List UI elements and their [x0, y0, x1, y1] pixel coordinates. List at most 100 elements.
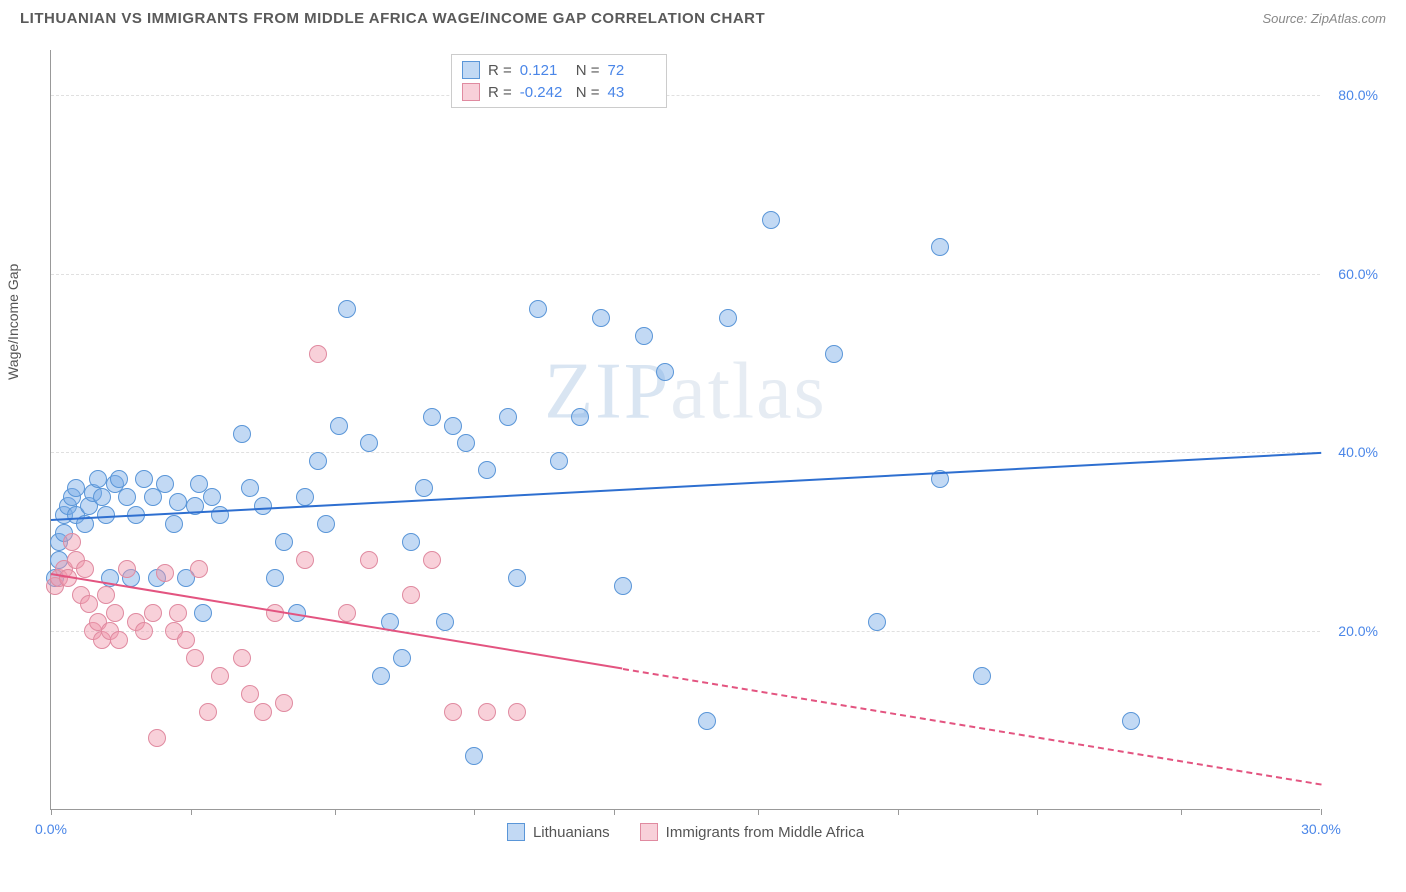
stats-row: R =-0.242N =43: [462, 81, 656, 103]
data-point: [372, 667, 390, 685]
data-point: [177, 631, 195, 649]
data-point: [233, 425, 251, 443]
data-point: [118, 488, 136, 506]
data-point: [478, 703, 496, 721]
gridline-h: [51, 95, 1320, 96]
data-point: [330, 417, 348, 435]
data-point: [698, 712, 716, 730]
data-point: [415, 479, 433, 497]
x-tick: [51, 809, 52, 815]
data-point: [508, 703, 526, 721]
gridline-h: [51, 452, 1320, 453]
data-point: [148, 729, 166, 747]
data-point: [97, 586, 115, 604]
data-point: [275, 533, 293, 551]
data-point: [190, 560, 208, 578]
data-point: [275, 694, 293, 712]
data-point: [156, 564, 174, 582]
data-point: [199, 703, 217, 721]
data-point: [338, 300, 356, 318]
data-point: [529, 300, 547, 318]
data-point: [203, 488, 221, 506]
data-point: [402, 586, 420, 604]
data-point: [76, 560, 94, 578]
legend-item: Lithuanians: [507, 823, 610, 841]
data-point: [80, 595, 98, 613]
gridline-h: [51, 274, 1320, 275]
data-point: [635, 327, 653, 345]
data-point: [254, 497, 272, 515]
chart-title: LITHUANIAN VS IMMIGRANTS FROM MIDDLE AFR…: [20, 10, 765, 27]
plot-area: ZIPatlas Wage/Income Gap 20.0%40.0%60.0%…: [50, 50, 1320, 810]
x-tick: [1037, 809, 1038, 815]
legend-label: Immigrants from Middle Africa: [666, 824, 864, 841]
data-point: [186, 649, 204, 667]
x-tick: [1181, 809, 1182, 815]
data-point: [478, 461, 496, 479]
stats-box: R = 0.121 N = 72 R =-0.242N =43: [451, 54, 667, 108]
y-tick-label: 80.0%: [1328, 87, 1378, 103]
x-tick: [474, 809, 475, 815]
chart-container: ZIPatlas Wage/Income Gap 20.0%40.0%60.0%…: [50, 50, 1390, 840]
x-tick: [898, 809, 899, 815]
data-point: [444, 703, 462, 721]
data-point: [165, 515, 183, 533]
r-value: 0.121: [520, 62, 568, 79]
data-point: [309, 452, 327, 470]
data-point: [135, 622, 153, 640]
data-point: [499, 408, 517, 426]
data-point: [762, 211, 780, 229]
data-point: [592, 309, 610, 327]
data-point: [656, 363, 674, 381]
r-value: -0.242: [520, 84, 568, 101]
data-point: [110, 470, 128, 488]
data-point: [423, 408, 441, 426]
data-point: [233, 649, 251, 667]
chart-header: LITHUANIAN VS IMMIGRANTS FROM MIDDLE AFR…: [0, 0, 1406, 33]
series-swatch: [462, 83, 480, 101]
legend: Lithuanians Immigrants from Middle Africa: [51, 823, 1320, 841]
n-label: N =: [576, 62, 600, 79]
data-point: [360, 434, 378, 452]
data-point: [89, 470, 107, 488]
legend-swatch: [640, 823, 658, 841]
data-point: [266, 569, 284, 587]
data-point: [241, 479, 259, 497]
data-point: [194, 604, 212, 622]
data-point: [211, 506, 229, 524]
data-point: [423, 551, 441, 569]
r-label: R =: [488, 62, 512, 79]
data-point: [402, 533, 420, 551]
x-tick: [614, 809, 615, 815]
data-point: [444, 417, 462, 435]
n-value: 72: [608, 62, 656, 79]
data-point: [169, 604, 187, 622]
source-attribution: Source: ZipAtlas.com: [1262, 11, 1386, 26]
stats-row: R = 0.121 N = 72: [462, 59, 656, 81]
data-point: [868, 613, 886, 631]
series-swatch: [462, 61, 480, 79]
data-point: [1122, 712, 1140, 730]
data-point: [110, 631, 128, 649]
data-point: [254, 703, 272, 721]
data-point: [296, 488, 314, 506]
data-point: [338, 604, 356, 622]
x-tick: [191, 809, 192, 815]
legend-item: Immigrants from Middle Africa: [640, 823, 864, 841]
y-tick-label: 40.0%: [1328, 444, 1378, 460]
y-tick-label: 20.0%: [1328, 623, 1378, 639]
data-point: [465, 747, 483, 765]
n-value: 43: [608, 84, 656, 101]
legend-label: Lithuanians: [533, 824, 610, 841]
data-point: [118, 560, 136, 578]
data-point: [156, 475, 174, 493]
data-point: [106, 604, 124, 622]
y-axis-label: Wage/Income Gap: [5, 263, 21, 379]
trend-line-dash: [622, 668, 1321, 786]
data-point: [436, 613, 454, 631]
data-point: [393, 649, 411, 667]
data-point: [973, 667, 991, 685]
data-point: [614, 577, 632, 595]
legend-swatch: [507, 823, 525, 841]
data-point: [508, 569, 526, 587]
